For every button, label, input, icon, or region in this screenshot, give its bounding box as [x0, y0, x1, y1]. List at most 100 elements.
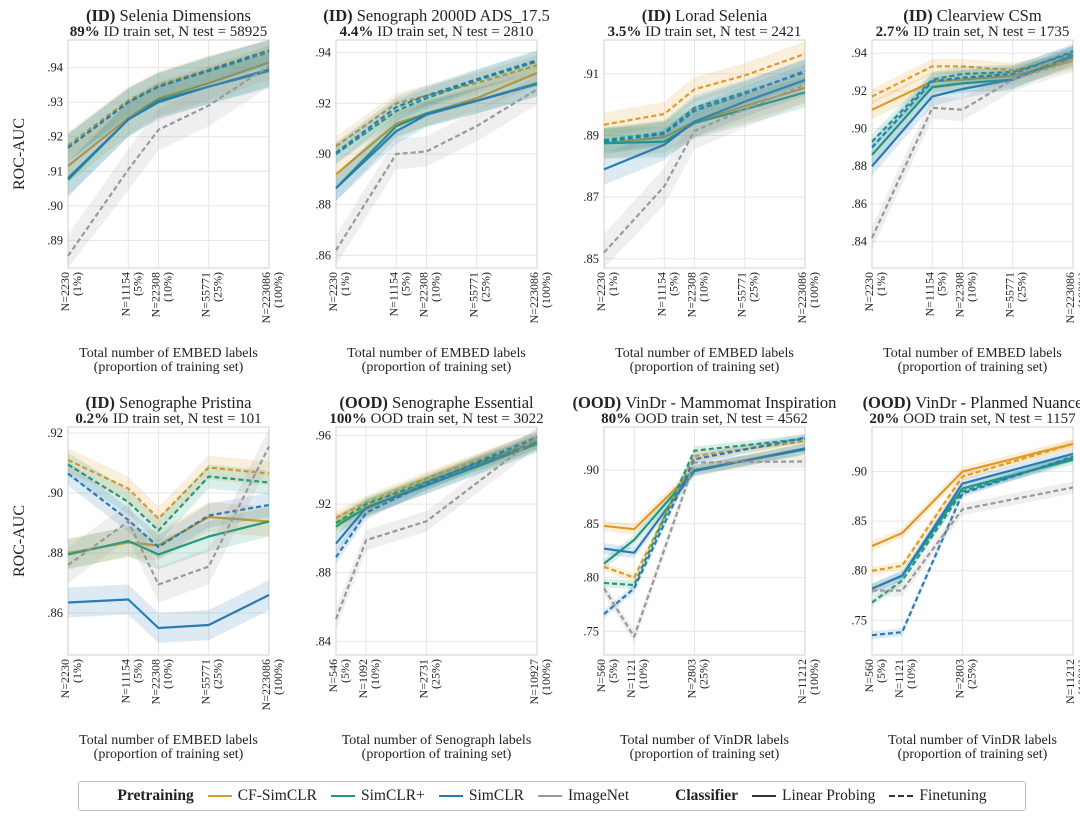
x-tick-sublabel: (25%) [964, 659, 978, 689]
band-simclr-plus-linear [336, 70, 537, 201]
x-tick-sublabel: (5%) [130, 272, 144, 296]
y-tick-label: .85 [583, 517, 599, 531]
chart-subtitle: 20% OOD train set, N test = 1157 [869, 411, 1076, 427]
band-imagenet-finetune [604, 66, 805, 269]
series-line-imagenet-finetune [334, 436, 538, 620]
series-line-simclr-plus-finetune [603, 71, 806, 142]
band-simclr-plus-finetune [68, 40, 269, 162]
x-axis-label: Total number of EMBED labels [883, 346, 1062, 361]
x-tick-label: N=2731 [416, 659, 430, 698]
chart-subtitle-pct: 0.2% [75, 411, 109, 427]
chart-subtitle-text: OOD train set, N test = 3022 [367, 411, 544, 427]
y-tick-label: .94 [47, 61, 63, 75]
legend-item-simclr: SimCLR [438, 787, 525, 805]
chart-panel-1: .86 .88 .90 .92 .94 N=2230(1%) N=11154(5%) N=22… [315, 6, 553, 375]
legend: Pretraining CF-SimCLR SimCLR+ SimCLR Ima… [78, 781, 1026, 811]
series-line-cf-simclr-finetune [871, 442, 1074, 572]
x-axis-sublabel: (proportion of training set) [362, 747, 512, 762]
x-tick-label: N=22308 [148, 272, 162, 317]
band-simclr-plus-finetune [68, 452, 269, 543]
plot-frame [335, 426, 538, 656]
x-tick-sublabel: (25%) [747, 272, 761, 302]
legend-swatch-imagenet [538, 795, 563, 797]
band-cf-simclr-finetune [604, 41, 805, 138]
legend-swatch-finetune [889, 795, 914, 797]
band-simclr-finetune [872, 43, 1073, 155]
chart-panel-6: .75 .80 .85 .90 N=560(5%) N=1121(10%) N=2803(2… [573, 393, 837, 762]
x-tick-label: N=2230 [58, 659, 72, 698]
x-tick-label: N=546 [326, 659, 340, 692]
x-tick-label: N=2803 [684, 659, 698, 698]
x-tick-sublabel: (25%) [479, 272, 493, 302]
y-axis-label: ROC-AUC [11, 118, 28, 190]
x-tick-label: N=11212 [1063, 659, 1077, 704]
plot-frame [871, 426, 1074, 656]
y-tick-label: .96 [315, 429, 331, 443]
x-tick-sublabel: (10%) [904, 659, 918, 689]
legend-label-simclr: SimCLR [468, 787, 525, 804]
x-tick-sublabel: (100%) [1075, 659, 1080, 695]
legend-label-finetuning: Finetuning [919, 787, 987, 804]
x-tick-sublabel: (5%) [606, 659, 620, 683]
x-tick-sublabel: (5%) [666, 272, 680, 296]
series-line-simclr-finetune [67, 49, 270, 149]
x-axis-label: Total number of EMBED labels [79, 346, 258, 361]
band-imagenet-finetune [68, 45, 269, 268]
series-line-imagenet-finetune [335, 88, 538, 251]
x-tick-label: N=2230 [58, 272, 72, 311]
series-line-simclr-finetune [335, 436, 538, 558]
x-tick-label: N=11154 [386, 272, 400, 317]
series-line-simclr-linear [603, 79, 806, 171]
x-axis-label: Total number of Senograph labels [342, 733, 532, 748]
legend-item-cf-simclr: CF-SimCLR [207, 787, 317, 805]
x-axis-sublabel: (proportion of training set) [362, 360, 512, 375]
chart-panel-3: .84 .86 .88 .90 .92 .94 N=2230(1%) N=11154(5%) N… [851, 6, 1080, 375]
x-tick-sublabel: (1%) [70, 272, 84, 296]
x-axis-label: Total number of VinDR labels [620, 733, 789, 748]
legend-swatch-simclr [438, 795, 463, 797]
band-imagenet-finetune [68, 428, 269, 603]
series-line-cf-simclr-linear [871, 442, 1074, 547]
x-tick-label: N=2230 [326, 272, 340, 311]
band-simclr-finetune [604, 58, 805, 154]
band-simclr-finetune [336, 430, 537, 565]
chart-subtitle: 3.5% ID train set, N test = 2421 [608, 24, 802, 40]
series-line-simclr-linear [871, 452, 1074, 590]
y-tick-label: .84 [851, 235, 867, 249]
plot-frame [67, 39, 270, 269]
plot-frame [603, 426, 806, 656]
chart-subtitle: 0.2% ID train set, N test = 101 [75, 411, 261, 427]
y-tick-label: .86 [315, 248, 331, 262]
chart-subtitle-pct: 3.5% [608, 24, 642, 40]
x-tick-label: N=11154 [118, 272, 132, 317]
series-line-simclr-linear [871, 54, 1074, 167]
series-line-cf-simclr-finetune [67, 459, 270, 520]
x-tick-sublabel: (10%) [160, 659, 174, 689]
chart-subtitle-text: ID train set, N test = 1735 [909, 24, 1069, 40]
chart-title-name: Selenia Dimensions [119, 6, 251, 25]
x-tick-label: N=55771 [735, 272, 749, 317]
y-tick-label: .86 [47, 606, 63, 620]
x-tick-label: N=11154 [118, 659, 132, 704]
chart-title-name: Senographe Pristina [119, 393, 252, 412]
x-tick-sublabel: (5%) [338, 659, 352, 683]
series-line-cf-simclr-finetune [335, 437, 538, 519]
chart-title-name: VinDr - Mammomat Inspiration [625, 393, 836, 412]
x-axis-sublabel: (proportion of training set) [630, 747, 780, 762]
chart-title-tag: (ID) [903, 6, 936, 25]
x-tick-label: N=2230 [594, 272, 608, 311]
chart-title-tag: (OOD) [863, 393, 916, 412]
y-tick-label: .90 [583, 463, 599, 477]
y-tick-label: .85 [851, 514, 867, 528]
x-axis-label: Total number of EMBED labels [79, 733, 258, 748]
x-tick-sublabel: (100%) [807, 659, 821, 695]
series-line-simclr-linear [603, 447, 806, 554]
series-line-imagenet-finetune [603, 83, 806, 254]
x-tick-label: N=2803 [952, 659, 966, 698]
band-cf-simclr-finetune [336, 55, 537, 157]
band-simclr-finetune [604, 433, 805, 619]
x-tick-label: N=223086 [1063, 272, 1077, 323]
series-line-simclr-plus-finetune [603, 437, 806, 587]
legend-swatch-simclr-plus [331, 795, 355, 797]
chart-title-name: Lorad Selenia [675, 6, 768, 25]
